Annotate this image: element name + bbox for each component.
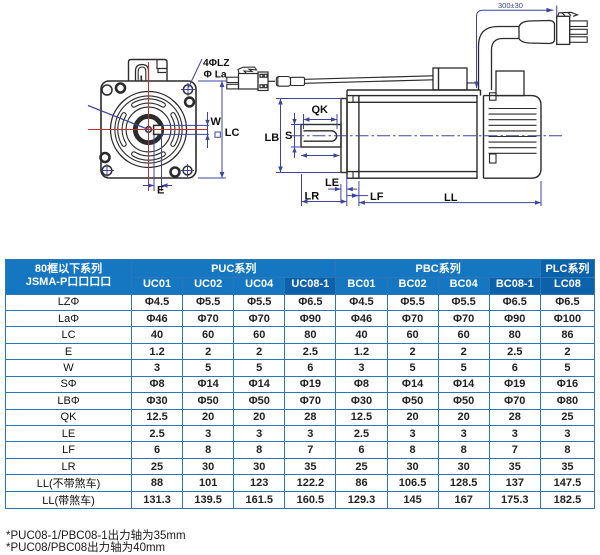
svg-text:Φ La: Φ La [204, 70, 227, 81]
svg-text:LL: LL [444, 192, 458, 204]
svg-text:LC: LC [225, 127, 240, 139]
svg-text:LR: LR [305, 191, 320, 203]
svg-text:QK: QK [312, 104, 329, 116]
svg-text:300±30: 300±30 [498, 1, 523, 10]
svg-text:4ΦLZ: 4ΦLZ [203, 58, 229, 69]
svg-text:E: E [157, 185, 164, 197]
svg-text:LF: LF [370, 191, 384, 203]
svg-text:W: W [211, 116, 222, 128]
svg-text:LB: LB [265, 132, 280, 144]
svg-text:LE: LE [325, 177, 339, 189]
svg-text:S: S [285, 130, 292, 142]
